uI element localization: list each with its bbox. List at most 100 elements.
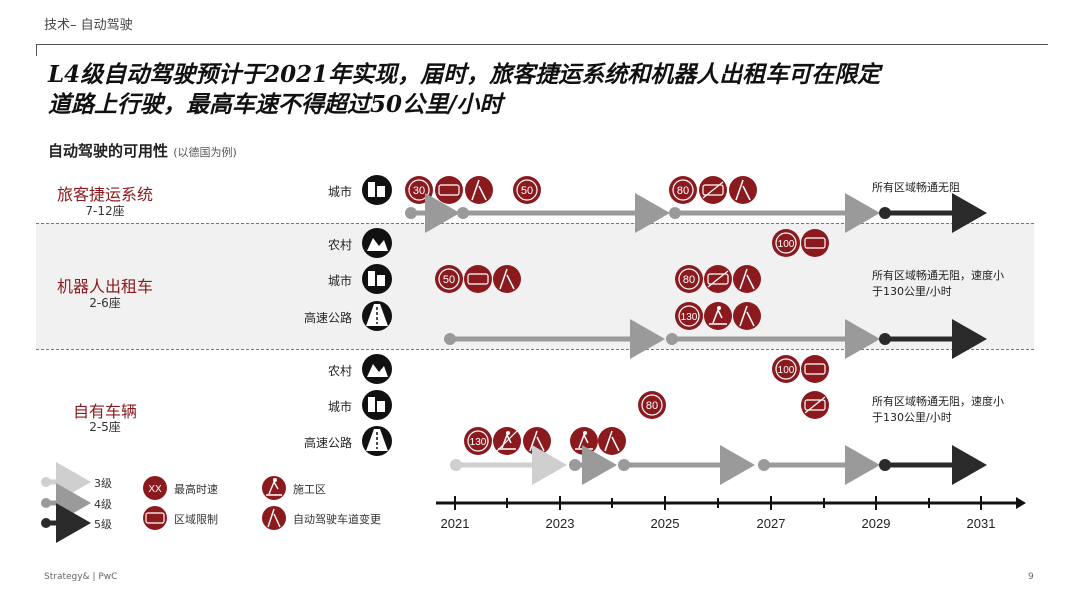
city-icon: [362, 264, 392, 294]
legend-lane-change-label: 自动驾驶车道变更: [293, 513, 381, 526]
title-line-1: L4级自动驾驶预计于2021年实现，届时，旅客捷运系统和机器人出租车可在限定: [48, 61, 881, 88]
lane-change-icon: [733, 265, 761, 293]
row-label-robotaxi-highway: 高速公路: [303, 311, 352, 325]
legend-restricted-label: 区域限制: [174, 513, 218, 526]
city-icon: [362, 175, 392, 205]
group-title-private: 自有车辆: [72, 402, 137, 421]
header-rule: [36, 44, 1048, 45]
speed-sign: 130: [464, 427, 492, 455]
restricted-area-icon: [143, 506, 167, 530]
construction-icon: [704, 302, 732, 330]
speed-sign: 100: [772, 355, 800, 383]
arrow-private: [450, 445, 987, 485]
svg-text:130: 130: [681, 312, 698, 323]
legend-level4-label: 4级: [94, 498, 112, 511]
highway-icon: [362, 426, 392, 456]
row-label-shuttle-city: 城市: [327, 185, 352, 199]
row-label-private-highway: 高速公路: [303, 436, 352, 450]
speed-sign: 30: [405, 176, 433, 204]
row-label-private-rural: 农村: [327, 364, 352, 378]
svg-text:80: 80: [677, 185, 689, 197]
subtitle-note: (以德国为例): [173, 146, 237, 159]
group-seats-shuttle: 7-12座: [85, 204, 125, 218]
footer-brand: Strategy& | PwC: [44, 572, 118, 582]
page-title: L4级自动驾驶预计于2021年实现，届时，旅客捷运系统和机器人出租车可在限定 道…: [48, 60, 1038, 120]
speed-sign: XX: [143, 476, 167, 500]
group-seats-robotaxi: 2-6座: [89, 296, 121, 310]
svg-text:30: 30: [413, 185, 425, 197]
header-tick: [36, 44, 37, 56]
group-seats-private: 2-5座: [89, 420, 121, 434]
restricted-area-icon: [801, 391, 829, 419]
restricted-area-icon: [801, 355, 829, 383]
lane-change-icon: [493, 265, 521, 293]
subtitle-main: 自动驾驶的可用性: [48, 142, 169, 160]
title-line-2: 道路上行驶，最高车速不得超过50公里/小时: [48, 91, 503, 118]
note-shuttle: 所有区域畅通无阻: [872, 181, 960, 194]
divider-1: [36, 223, 1034, 224]
year-label: 2029: [862, 516, 891, 531]
row-label-private-city: 城市: [327, 400, 352, 414]
divider-2: [36, 349, 1034, 350]
year-axis: 2021 2023 2025 2027 2029 2031: [436, 496, 1026, 531]
note-robotaxi: 所有区域畅通无阻，速度小 于130公里/小时: [872, 268, 1004, 300]
restricted-area-icon: [699, 176, 727, 204]
svg-text:50: 50: [443, 274, 455, 286]
svg-text:XX: XX: [148, 484, 162, 495]
legend-level5-label: 5级: [94, 518, 112, 531]
note-private: 所有区域畅通无阻，速度小 于130公里/小时: [872, 394, 1004, 426]
speed-sign: 80: [638, 391, 666, 419]
lane-change-icon: [523, 427, 551, 455]
legend-level3-label: 3级: [94, 477, 112, 490]
group-title-shuttle: 旅客捷运系统: [56, 185, 153, 204]
lane-change-icon: [262, 506, 286, 530]
page-number: 9: [1028, 572, 1034, 582]
svg-text:50: 50: [521, 185, 533, 197]
note-private-line-2: 于130公里/小时: [872, 411, 952, 424]
year-label: 2023: [546, 516, 575, 531]
note-robotaxi-line-1: 所有区域畅通无阻，速度小: [872, 269, 1004, 282]
lane-change-icon: [465, 176, 493, 204]
restricted-area-icon: [704, 265, 732, 293]
svg-text:130: 130: [470, 437, 487, 448]
year-label: 2031: [967, 516, 996, 531]
year-label: 2027: [757, 516, 786, 531]
note-robotaxi-line-2: 于130公里/小时: [872, 285, 952, 298]
restricted-area-icon: [435, 176, 463, 204]
speed-sign: 100: [772, 229, 800, 257]
construction-icon: [570, 427, 598, 455]
arrow-robotaxi: [444, 319, 987, 359]
svg-text:100: 100: [778, 239, 795, 250]
chart-subtitle: 自动驾驶的可用性 (以德国为例): [48, 140, 237, 161]
svg-text:80: 80: [683, 274, 695, 286]
note-private-line-1: 所有区域畅通无阻，速度小: [872, 395, 1004, 408]
speed-sign: 50: [435, 265, 463, 293]
row-label-robotaxi-city: 城市: [327, 274, 352, 288]
section-label: 技术– 自动驾驶: [44, 18, 133, 33]
year-label: 2025: [651, 516, 680, 531]
svg-text:80: 80: [646, 400, 658, 412]
legend: XX: [41, 462, 286, 543]
restricted-area-icon: [464, 265, 492, 293]
speed-sign: 80: [675, 265, 703, 293]
speed-sign: 80: [669, 176, 697, 204]
lane-change-icon: [729, 176, 757, 204]
row-label-robotaxi-rural: 农村: [327, 238, 352, 252]
year-label: 2021: [441, 516, 470, 531]
rural-icon: [362, 354, 392, 384]
lane-change-icon: [733, 302, 761, 330]
arrow-shuttle: [405, 193, 987, 233]
lane-change-icon: [598, 427, 626, 455]
svg-text:100: 100: [778, 365, 795, 376]
rural-icon: [362, 228, 392, 258]
speed-sign: 130: [675, 302, 703, 330]
legend-max-speed-label: 最高时速: [174, 483, 218, 496]
city-icon: [362, 390, 392, 420]
speed-sign: 50: [513, 176, 541, 204]
construction-icon: [262, 476, 286, 500]
legend-construction-label: 施工区: [293, 483, 326, 496]
construction-icon: [493, 427, 521, 455]
highway-icon: [362, 301, 392, 331]
restricted-area-icon: [801, 229, 829, 257]
